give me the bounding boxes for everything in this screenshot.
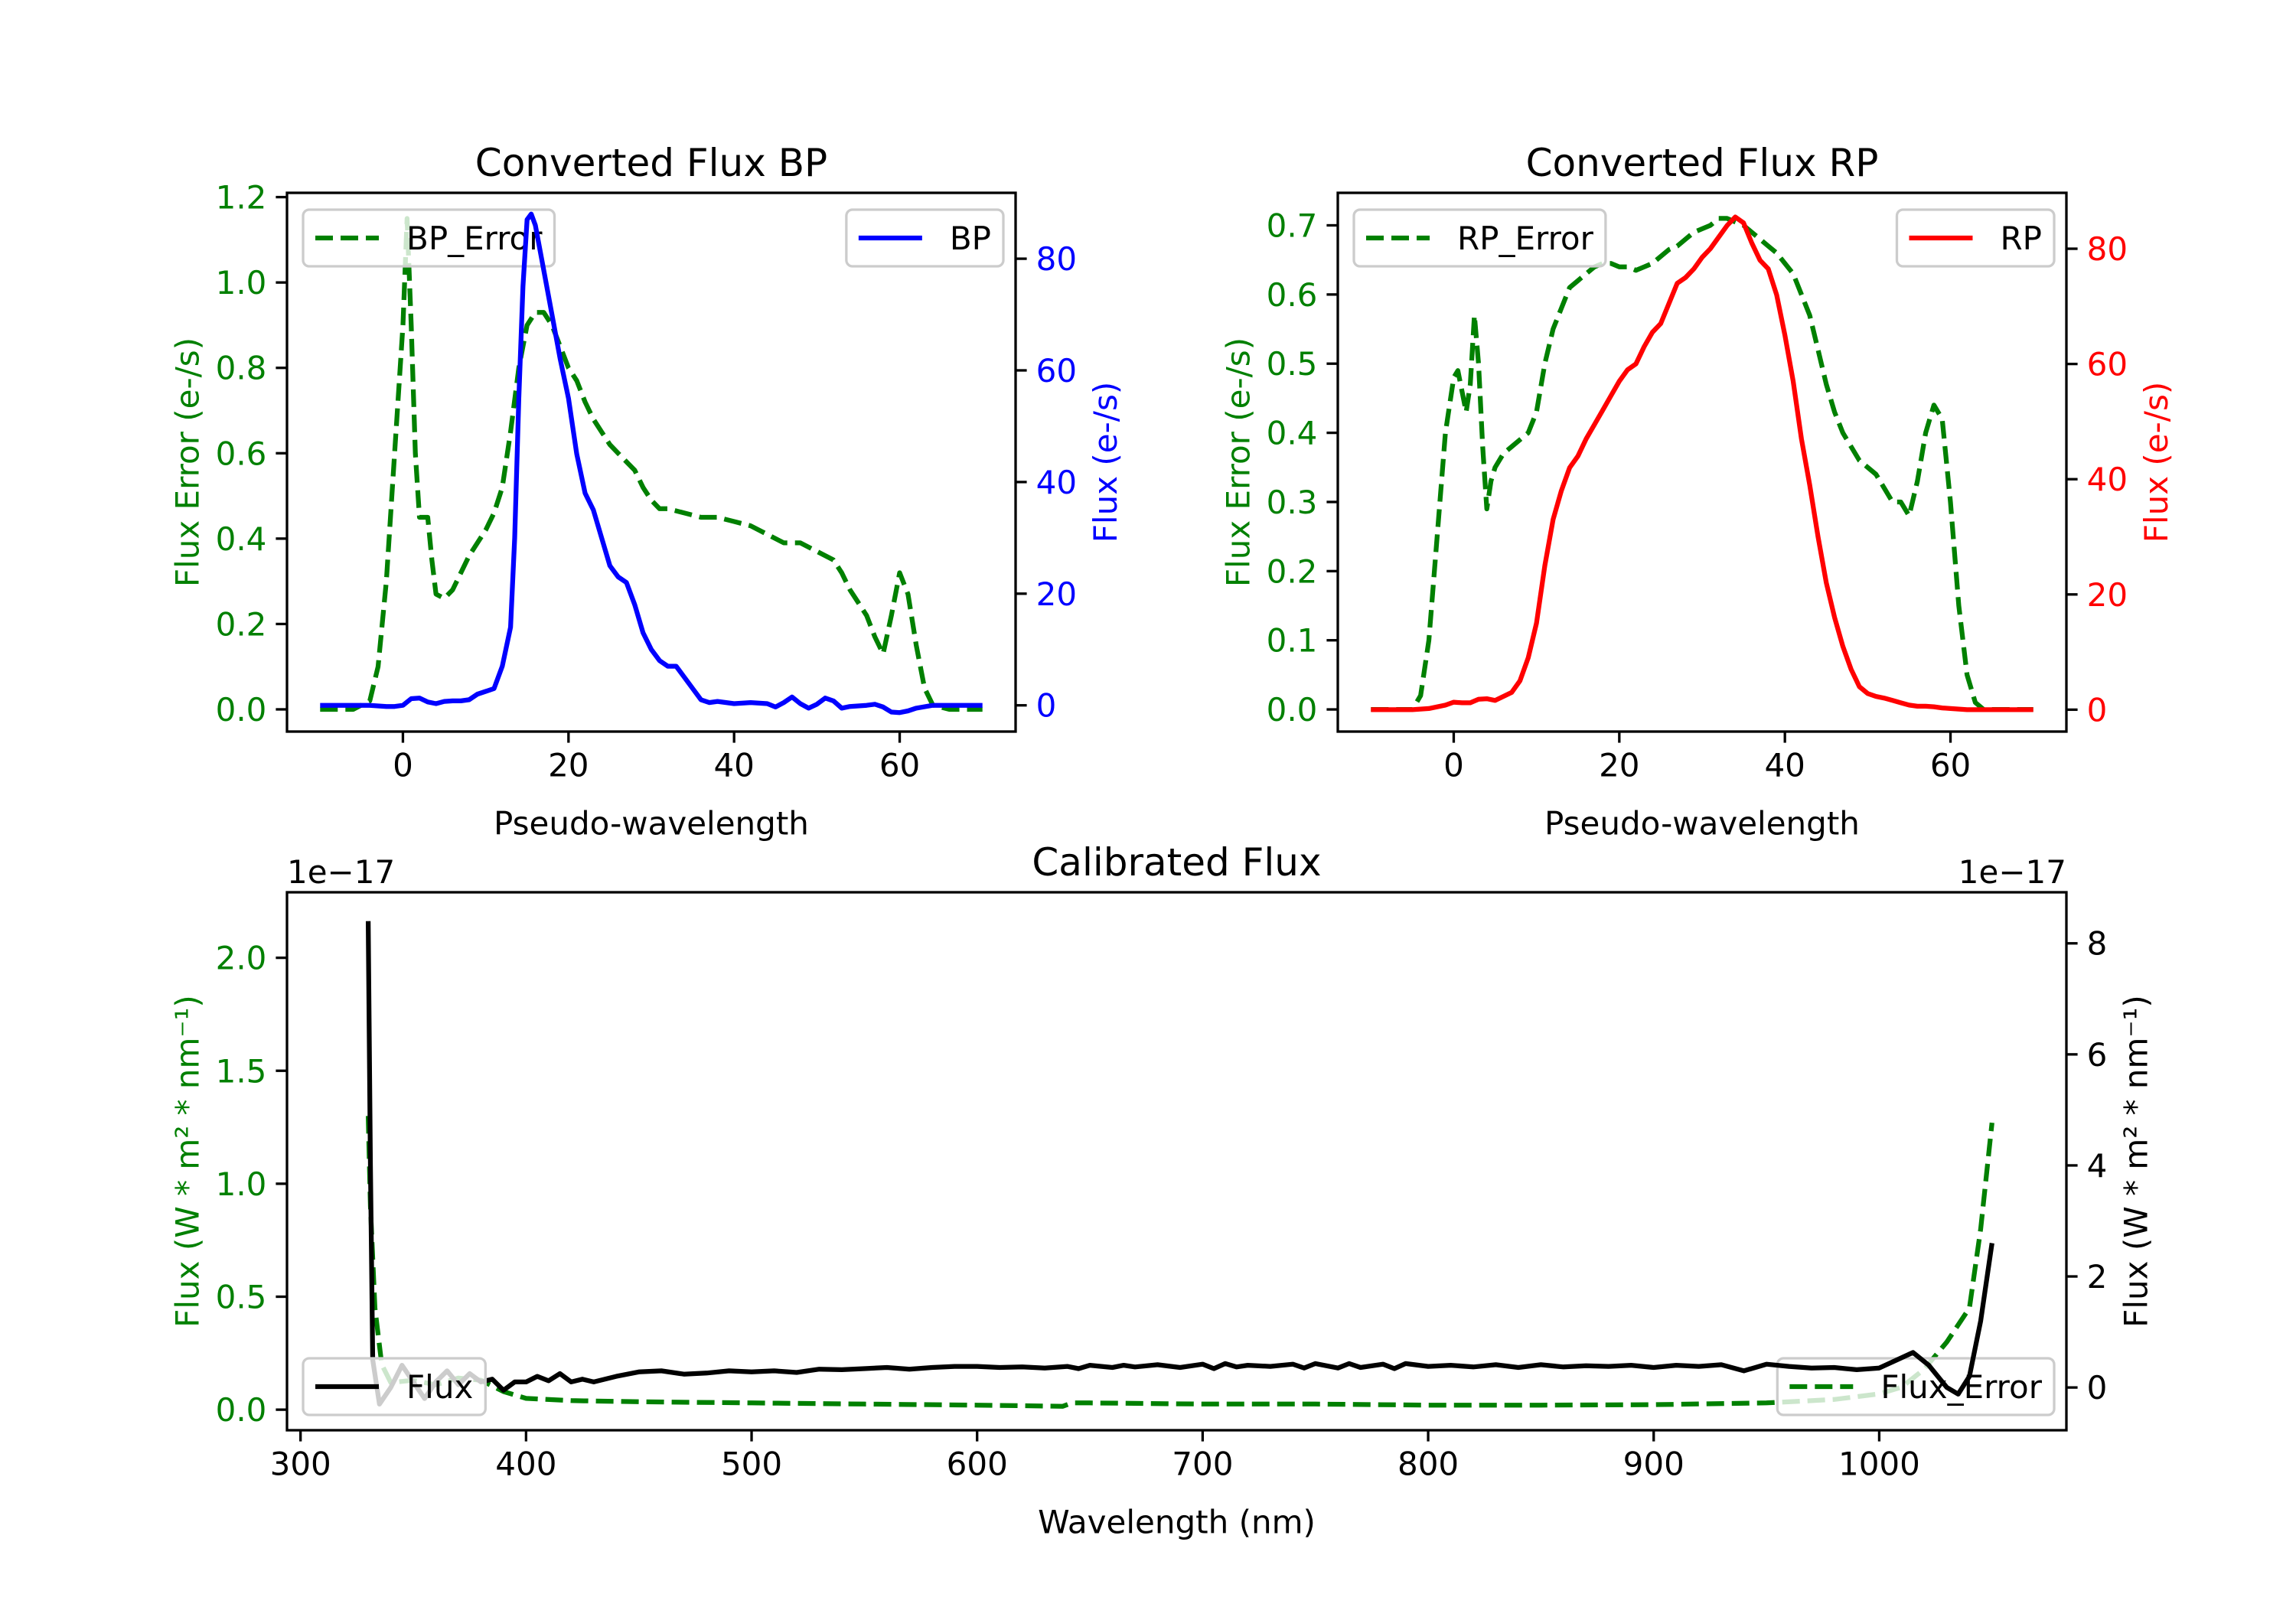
legend-frame [845,208,1005,268]
legend-label: RP_Error [1457,220,1594,257]
left-y-tick-label: 0.0 [216,691,267,729]
left-y-tick-label: 0.8 [216,350,267,387]
left-y-tick-label: 1.2 [216,179,267,217]
legend-bp-error: BP_Error [302,208,556,268]
x-axis-label: Pseudo-wavelength [494,805,809,843]
series-line-rp [1371,214,2033,712]
right-y-tick-label: 60 [2087,346,2128,383]
right-y-tick-label: 8 [2087,925,2108,963]
series-line-rp-error [1371,216,2033,712]
x-tick-label: 60 [1930,747,1971,784]
x-tick-label: 400 [495,1446,556,1483]
left-y-tick-label: 0.6 [216,435,267,472]
legend-label: Flux [406,1368,473,1406]
x-axis-label: Wavelength (nm) [1038,1504,1316,1541]
right-y-tick-label: 6 [2087,1036,2108,1074]
right-y-tick-label: 0 [1036,687,1057,725]
legend-frame [1352,208,1607,268]
axes-frame [285,891,2068,1432]
x-tick-label: 800 [1397,1446,1459,1483]
right-y-axis-label: Flux (e-/s) [2138,382,2175,543]
right-y-tick-label: 0 [2087,691,2108,729]
left-y-tick-label: 0.2 [216,605,267,643]
x-tick-label: 40 [1764,747,1805,784]
x-tick-label: 0 [1443,747,1464,784]
left-offset-text: 1e−17 [287,853,395,891]
left-y-tick-label: 2.0 [216,940,267,977]
left-y-tick-label: 0.5 [1267,345,1318,383]
right-y-tick-label: 4 [2087,1147,2108,1185]
legend-rp-error: RP_Error [1352,208,1607,268]
legend-frame [1776,1357,2056,1416]
right-y-tick-label: 80 [2087,230,2128,268]
x-tick-label: 300 [270,1446,331,1483]
left-y-axis-label: Flux (W * m² * nm⁻¹) [169,995,207,1328]
left-y-tick-label: 0.4 [1267,415,1318,452]
legend-frame [302,1357,487,1416]
left-y-tick-label: 0.6 [1267,276,1318,314]
axes-frame [285,191,1017,733]
left-y-tick-label: 0.3 [1267,484,1318,521]
x-tick-label: 1000 [1838,1446,1920,1483]
legend-frame [302,208,556,268]
right-y-tick-label: 40 [1036,464,1077,501]
left-y-tick-label: 0.7 [1267,207,1318,244]
chart-panel-0: Converted Flux BP 0 20 40 60 Pseudo-wavelengt… [169,141,1124,843]
right-y-axis-label: Flux (W * m² * nm⁻¹) [2117,995,2154,1328]
left-y-tick-label: 0.2 [1267,553,1318,590]
x-tick-label: 60 [879,747,920,784]
legend-frame [1895,208,2056,268]
legend-flux-error: Flux_Error [1776,1357,2056,1416]
legend-label: BP [950,220,991,257]
x-tick-label: 500 [721,1446,782,1483]
x-axis-label: Pseudo-wavelength [1544,805,1860,843]
legend-label: BP_Error [406,220,543,257]
right-y-tick-label: 80 [1036,240,1077,278]
right-y-axis-label: Flux (e-/s) [1087,382,1124,543]
chart-panel-1: Converted Flux RP 0 20 40 60 Pseudo-wavelengt… [1220,141,2175,843]
left-y-tick-label: 0.4 [216,520,267,558]
legend-rp: RP [1895,208,2056,268]
right-y-tick-label: 2 [2087,1258,2108,1296]
left-y-tick-label: 0.0 [1267,691,1318,729]
right-y-tick-label: 20 [2087,576,2128,614]
left-y-tick-label: 0.0 [216,1391,267,1429]
left-y-axis-label: Flux Error (e-/s) [1220,337,1257,587]
chart-title: Calibrated Flux [1032,840,1321,885]
left-y-axis-label: Flux Error (e-/s) [169,337,207,587]
left-y-tick-label: 1.0 [216,264,267,302]
axes-frame [1336,191,2068,733]
series-line-flux [365,921,1994,1407]
right-y-tick-label: 20 [1036,575,1077,613]
x-tick-label: 900 [1623,1446,1684,1483]
x-tick-label: 600 [947,1446,1008,1483]
x-tick-label: 40 [713,747,754,784]
right-y-tick-label: 60 [1036,352,1077,390]
panels: Converted Flux BP0 20 40 60Pseudo-wavelengt… [169,141,2175,1541]
legend-bp: BP [845,208,1005,268]
x-tick-label: 20 [1599,747,1639,784]
series-line-bp-error [320,216,983,712]
left-y-tick-label: 1.5 [216,1052,267,1090]
legend-label: RP [2000,220,2042,257]
left-y-tick-label: 0.5 [216,1279,267,1316]
right-y-tick-label: 40 [2087,461,2128,498]
left-y-tick-label: 1.0 [216,1165,267,1203]
chart-title: Converted Flux RP [1526,141,1879,185]
chart-panel-2: Calibrated Flux 300 400 500 600 700 800 900 1000… [169,840,2155,1541]
left-y-tick-label: 0.1 [1267,622,1318,660]
x-tick-label: 20 [548,747,589,784]
x-tick-label: 700 [1172,1446,1233,1483]
series-line-bp [320,211,983,715]
right-offset-text: 1e−17 [1958,853,2066,891]
right-y-tick-label: 0 [2087,1369,2108,1407]
x-tick-label: 0 [393,747,413,784]
chart-title: Converted Flux BP [475,141,827,185]
legend-flux: Flux [302,1357,487,1416]
